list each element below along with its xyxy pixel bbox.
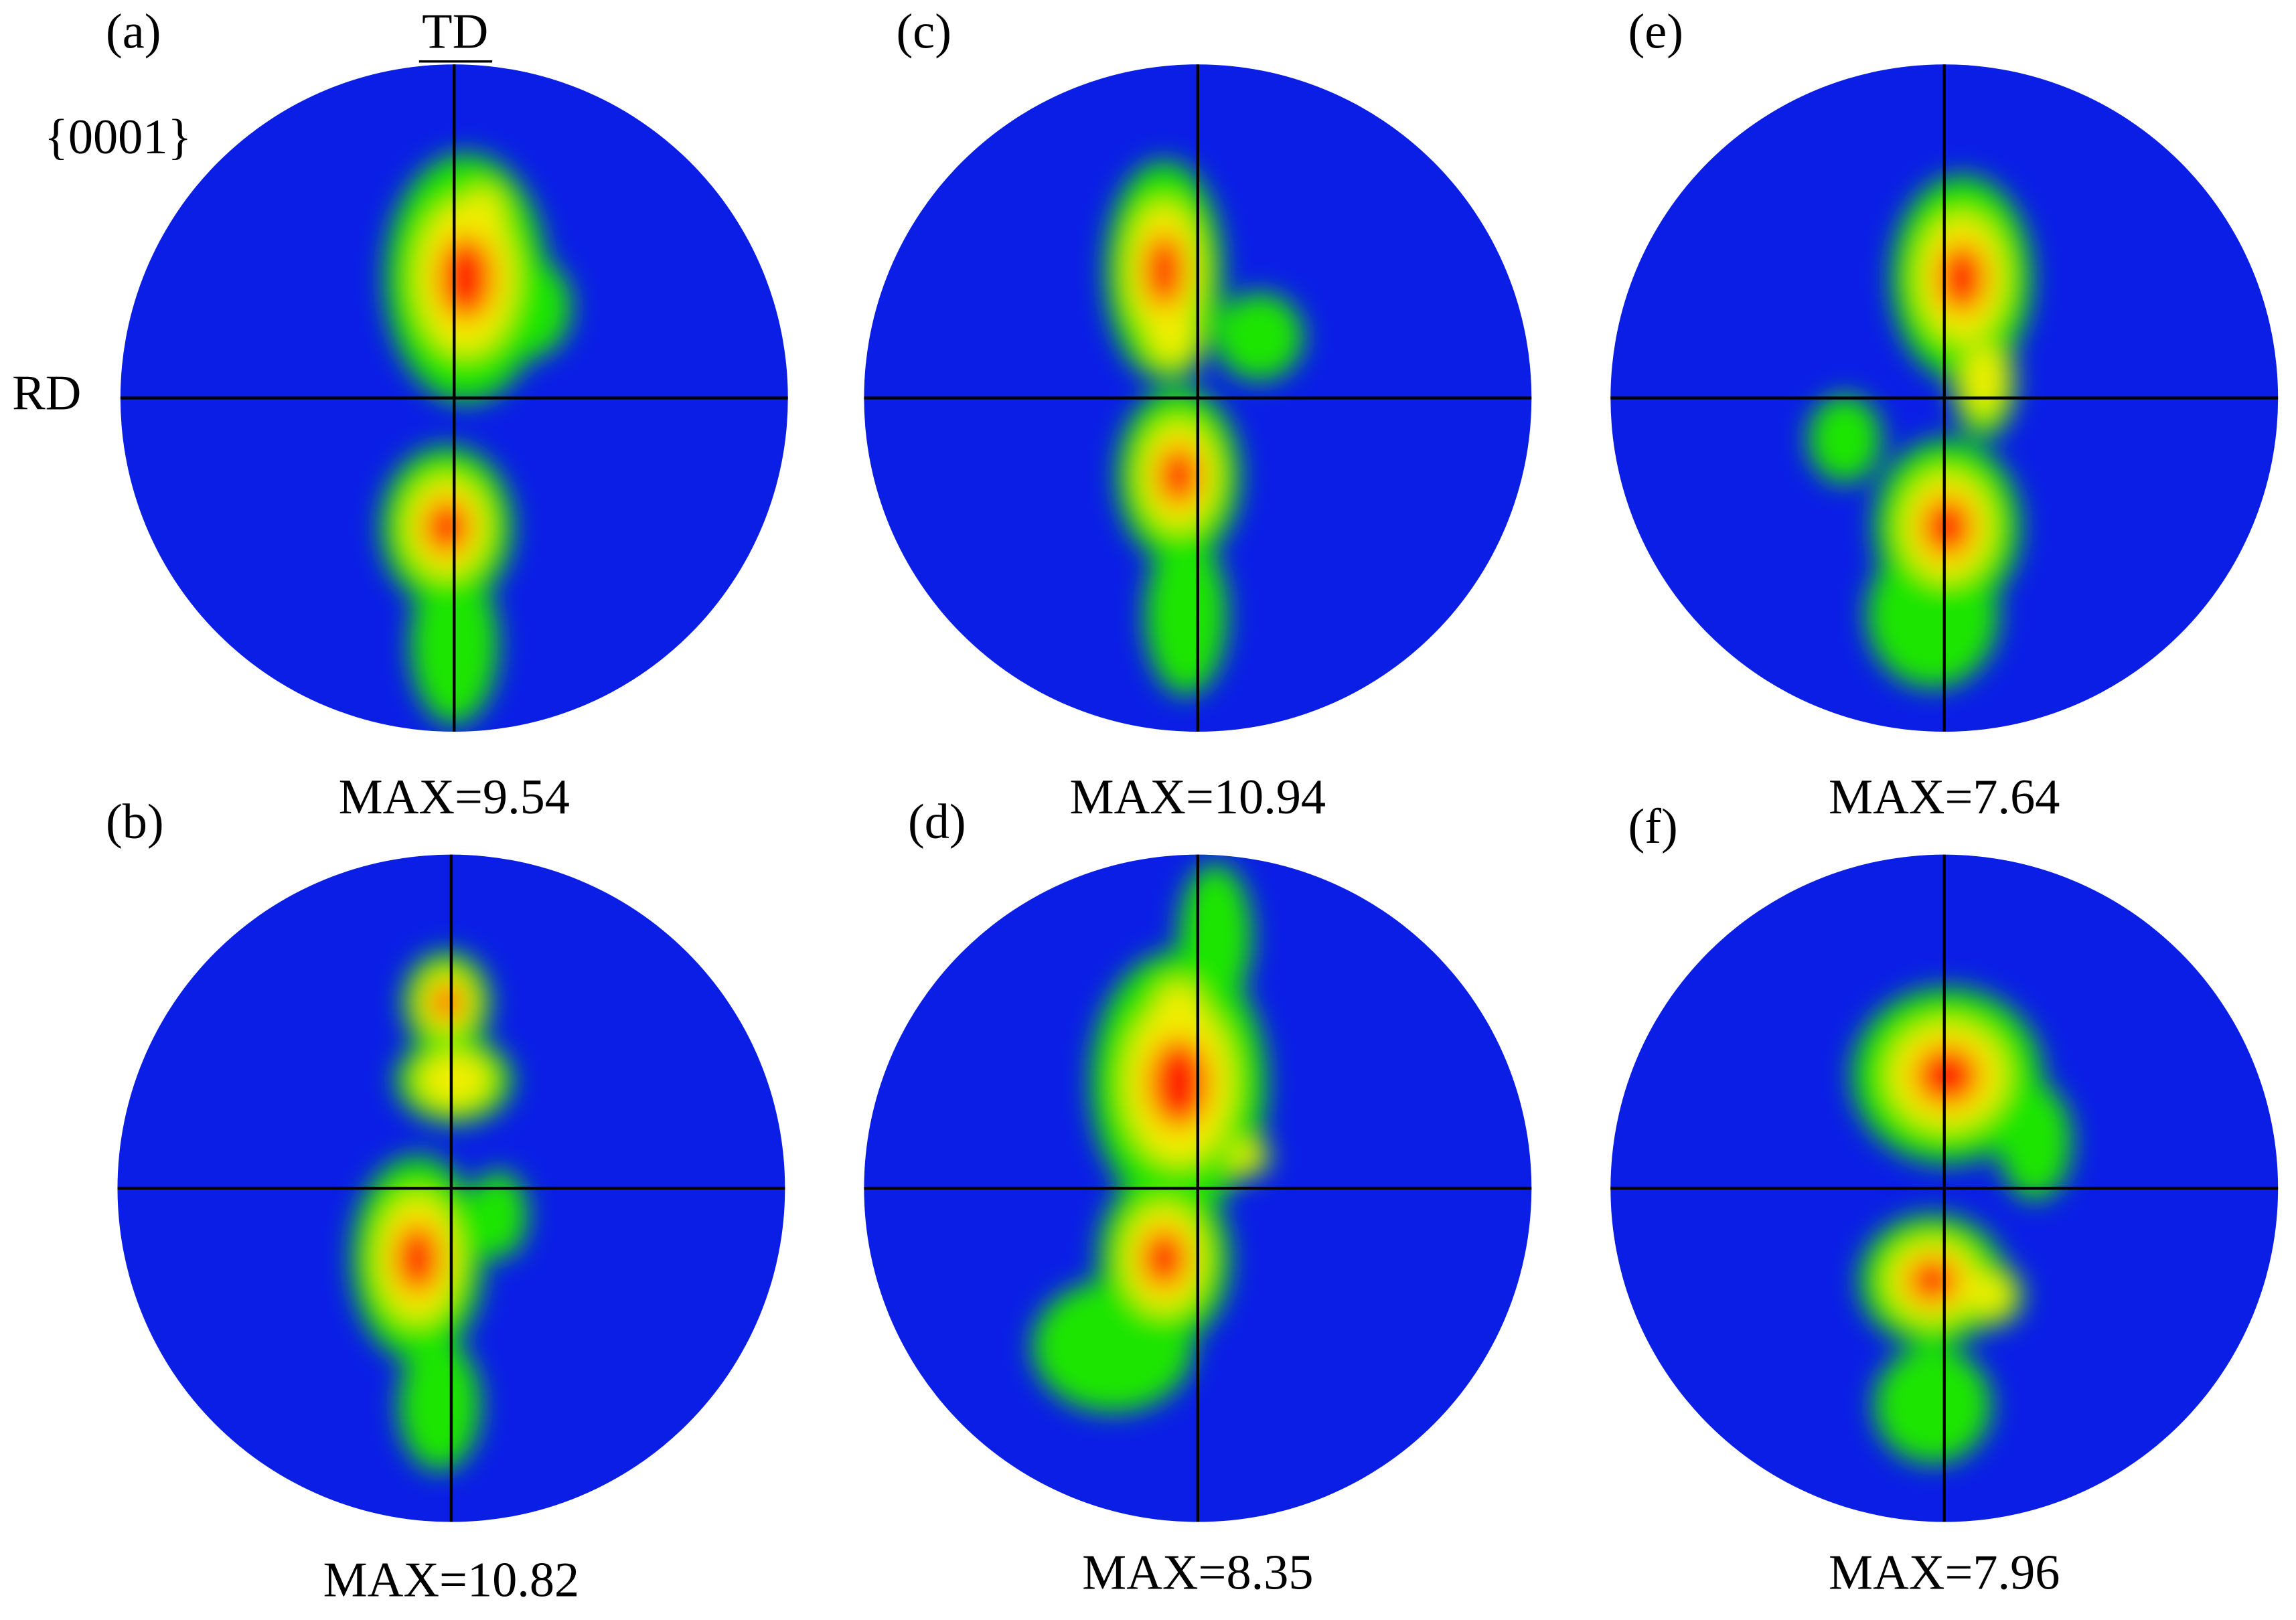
intensity-spot <box>1971 1275 2011 1315</box>
intensity <box>1105 161 1304 696</box>
panel-label: (c) <box>896 5 951 60</box>
intensity-spot <box>1142 1228 1187 1289</box>
intensity-spot <box>1148 309 1195 364</box>
intensity-spot <box>1873 1346 1991 1464</box>
intensity <box>352 951 528 1471</box>
intensity-spot <box>1215 293 1304 381</box>
intensity-spot <box>463 187 504 252</box>
intensity-spot <box>432 985 462 1020</box>
intensity-spot <box>1145 534 1227 696</box>
intensity-spot <box>1144 233 1184 309</box>
max-label: MAX=10.94 <box>1070 770 1326 825</box>
intensity-spot <box>1148 1038 1209 1128</box>
intensity-spot <box>1228 1142 1261 1170</box>
intensity-spot <box>1914 1046 1980 1106</box>
intensity <box>380 153 572 725</box>
intensity-spot <box>1156 982 1202 1038</box>
panel-label: (b) <box>106 795 164 849</box>
max-label: MAX=10.82 <box>323 1553 580 1608</box>
intensity-spot <box>1908 1258 1958 1303</box>
max-label: MAX=8.35 <box>1082 1546 1313 1601</box>
max-label: MAX=9.54 <box>339 770 570 825</box>
intensity-spot <box>398 1339 481 1471</box>
intensity <box>1808 175 2032 688</box>
plane-label: {0001} <box>44 110 192 165</box>
panel-label: (e) <box>1628 5 1683 60</box>
intensity-spot <box>1938 243 1986 313</box>
intensity-spot <box>1808 395 1882 483</box>
intensity-spot <box>1032 1280 1194 1412</box>
intensity-spot <box>1963 344 2004 417</box>
intensity-spot <box>1922 497 1973 557</box>
max-label: MAX=7.64 <box>1829 770 2060 825</box>
intensity-spot <box>418 1052 491 1107</box>
intensity-spot <box>424 499 469 554</box>
td-label: TD <box>422 5 488 60</box>
intensity-spot <box>1998 1082 2072 1200</box>
panel-label: (a) <box>106 5 161 60</box>
intensity-spot <box>1866 541 1999 688</box>
rd-label: RD <box>12 366 81 421</box>
intensity-spot <box>469 1170 528 1259</box>
intensity-spot <box>1158 445 1200 506</box>
panel-label: (f) <box>1628 799 1678 854</box>
panel-label: (d) <box>908 795 966 849</box>
intensity-spot <box>395 1224 441 1294</box>
intensity-spot <box>438 236 493 321</box>
max-label: MAX=7.96 <box>1829 1546 2060 1601</box>
